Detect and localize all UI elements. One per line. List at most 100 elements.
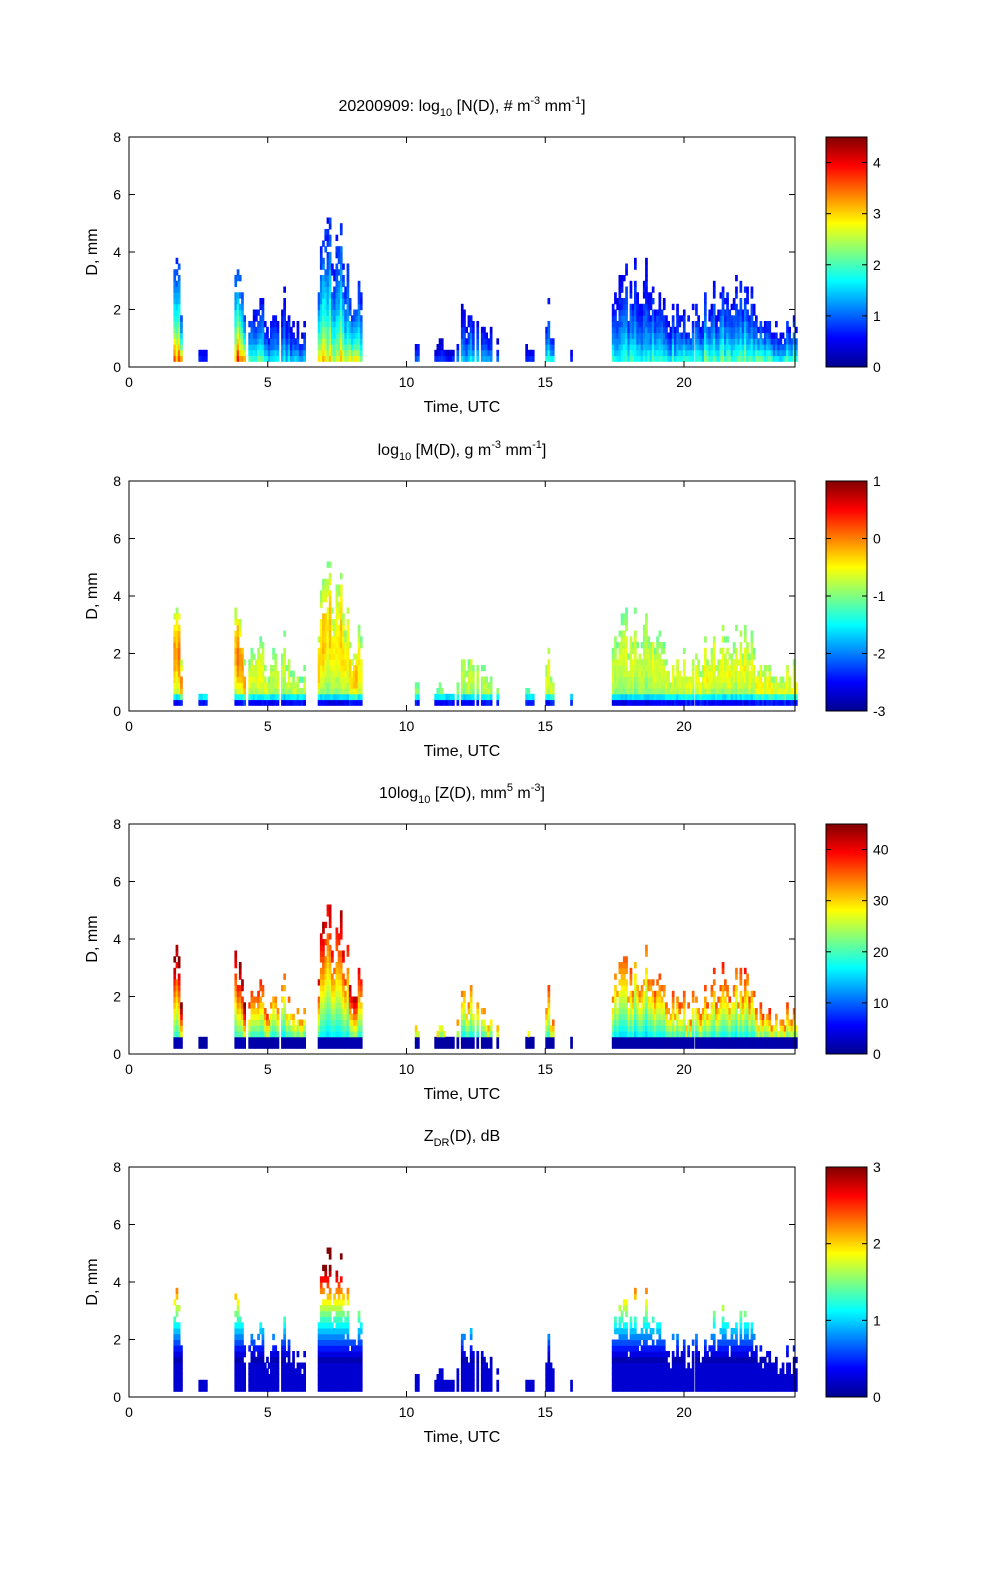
heatmap-cell: [728, 338, 732, 345]
heatmap-cell: [649, 326, 653, 334]
heatmap-cell: [272, 665, 275, 672]
heatmap-cell: [257, 1362, 260, 1369]
heatmap-cell: [638, 682, 642, 689]
heatmap-cell: [287, 699, 291, 706]
heatmap-cell: [768, 355, 772, 362]
heatmap-cell: [274, 659, 278, 666]
heatmap-cell: [243, 315, 246, 322]
heatmap-cell: [485, 1042, 488, 1049]
heatmap-cell: [647, 670, 651, 678]
heatmap-cell: [319, 309, 323, 316]
heatmap-cell: [792, 693, 796, 701]
heatmap-cell: [324, 670, 328, 678]
heatmap-cell: [706, 1031, 709, 1038]
heatmap-cell: [622, 275, 626, 282]
heatmap-cell: [627, 670, 631, 678]
heatmap-cell: [665, 338, 668, 345]
colorbar-tick-label: 3: [873, 206, 881, 222]
heatmap-cell: [236, 1310, 240, 1318]
heatmap-cell: [236, 996, 240, 1003]
heatmap-cell: [645, 1008, 648, 1015]
heatmap-cell: [667, 688, 670, 695]
heatmap-cell: [614, 990, 617, 998]
heatmap-cell: [658, 670, 662, 678]
heatmap-cell: [326, 1328, 330, 1335]
heatmap-cell: [335, 996, 339, 1003]
heatmap-cell: [342, 1042, 345, 1049]
heatmap-cell: [783, 344, 787, 351]
heatmap-cell: [259, 332, 263, 339]
heatmap-cell: [755, 321, 758, 328]
heatmap-cell: [642, 338, 646, 345]
heatmap-cell: [250, 682, 254, 689]
heatmap-cell: [640, 670, 644, 678]
heatmap-cell: [342, 670, 345, 678]
heatmap-cell: [746, 338, 749, 345]
heatmap-cell: [772, 1042, 776, 1049]
heatmap-cell: [768, 344, 772, 351]
heatmap-cell: [642, 355, 646, 362]
heatmap-cell: [638, 990, 642, 998]
heatmap-cell: [746, 1042, 749, 1049]
heatmap-cell: [735, 659, 738, 666]
heatmap-cell: [326, 252, 330, 259]
heatmap-cell: [743, 636, 747, 643]
heatmap-cell: [322, 280, 325, 288]
heatmap-cell: [324, 269, 328, 276]
heatmap-cell: [611, 670, 615, 678]
heatmap-cell: [717, 996, 720, 1003]
heatmap-cell: [438, 693, 442, 701]
heatmap-cell: [348, 332, 352, 339]
heatmap-cell: [717, 670, 720, 678]
heatmap-cell: [337, 315, 341, 322]
y-tick-label: 6: [113, 531, 121, 547]
heatmap-cell: [726, 1019, 729, 1026]
heatmap-cell: [236, 659, 240, 666]
heatmap-cell: [699, 670, 703, 678]
heatmap-cell: [335, 309, 339, 316]
heatmap-cell: [463, 1013, 466, 1021]
heatmap-cell: [467, 693, 471, 701]
heatmap-cell: [173, 973, 177, 980]
heatmap-cell: [766, 1031, 769, 1038]
heatmap-cell: [547, 990, 551, 998]
heatmap-cell: [627, 693, 631, 701]
heatmap-cell: [674, 699, 677, 706]
heatmap-cell: [177, 636, 181, 643]
heatmap-cell: [752, 647, 756, 655]
heatmap-cell: [759, 332, 763, 339]
heatmap-cell: [234, 630, 238, 637]
colorbar-tick-label: -1: [873, 588, 886, 604]
heatmap-cell: [272, 355, 275, 362]
heatmap-cell: [263, 1025, 267, 1032]
heatmap-cell: [662, 1042, 666, 1049]
heatmap-cell: [620, 670, 624, 678]
heatmap-cell: [335, 642, 339, 649]
heatmap-cell: [671, 688, 675, 695]
heatmap-cell: [616, 693, 619, 701]
heatmap-cell: [790, 344, 794, 351]
heatmap-cell: [704, 699, 707, 706]
heatmap-cell: [629, 303, 633, 311]
heatmap-cell: [622, 693, 626, 701]
heatmap-cell: [234, 990, 238, 998]
heatmap-cell: [250, 693, 254, 701]
heatmap-cell: [259, 1345, 263, 1352]
heatmap-cell: [301, 349, 304, 357]
heatmap-cell: [357, 355, 361, 362]
heatmap-cell: [339, 229, 343, 236]
heatmap-cell: [317, 1019, 321, 1026]
heatmap-cell: [317, 1008, 321, 1015]
heatmap-cell: [697, 1008, 700, 1015]
heatmap-cell: [331, 688, 334, 695]
heatmap-cell: [335, 619, 339, 626]
heatmap-cell: [611, 1013, 615, 1021]
heatmap-cells: [173, 904, 798, 1049]
heatmap-cell: [712, 642, 716, 649]
heatmap-cell: [175, 647, 179, 655]
heatmap-cell: [337, 1036, 341, 1044]
heatmap-cell: [303, 676, 306, 683]
heatmap-cell: [285, 344, 289, 351]
heatmap-cell: [339, 223, 343, 230]
heatmap-cell: [629, 636, 633, 643]
